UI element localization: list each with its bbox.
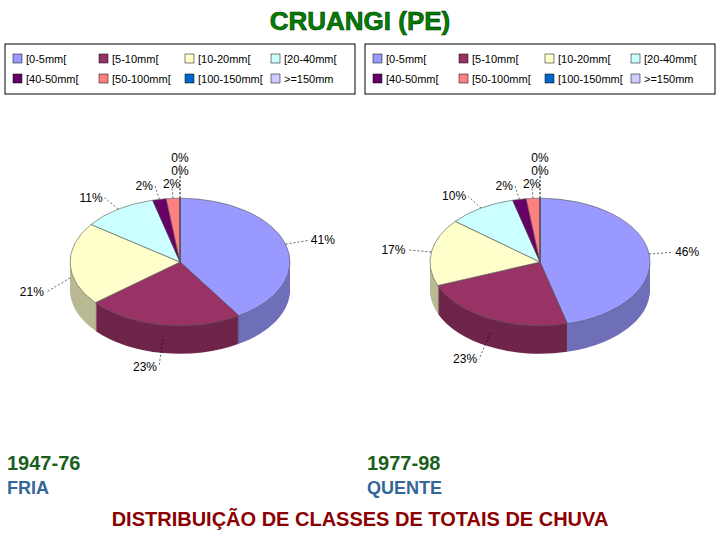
slice [166,198,180,262]
legend-label: >=150mm [644,73,694,85]
legend-swatch [459,74,468,83]
label-leader [649,252,673,254]
data-label: 41% [311,233,335,247]
legend-swatch [373,54,382,63]
legend: [0-5mm[ [5-10mm[ [10-20mm[ [20-40mm[ [40-50m… [365,44,715,94]
data-label: 0% [531,151,549,165]
legend-swatch [185,54,194,63]
legend-label: [5-10mm[ [112,53,158,65]
legend-swatch [631,74,640,83]
legend-label: [20-40mm[ [284,53,337,65]
slice [526,198,540,262]
data-label: 10% [442,189,466,203]
label-leader [479,333,490,360]
caption: DISTRIBUIÇÃO DE CLASSES DE TOTAIS DE CHU… [112,508,609,530]
data-label: 23% [453,352,477,366]
legend-label: [20-40mm[ [644,53,697,65]
data-label: 2% [136,179,154,193]
slice [540,198,541,262]
label-leader [155,186,160,200]
data-label: 46% [675,245,699,259]
label-leader [105,198,119,210]
data-label: 0% [171,151,189,165]
legend-swatch [271,74,280,83]
period-title: 1977-98 [367,452,440,474]
pie-marks [430,198,650,354]
chart-root: CRUANGI (PE) DISTRIBUIÇÃO DE CLASSES DE T… [0,0,720,540]
legend-box [5,44,355,94]
label-leader [468,196,481,208]
legend-label: [10-20mm[ [558,53,611,65]
legend-label: [100-150mm[ [558,73,623,85]
legend-swatch [545,74,554,83]
legend-swatch [459,54,468,63]
slice [540,198,541,262]
legend-label: [5-10mm[ [472,53,518,65]
legend-label: [50-100mm[ [472,73,531,85]
pie-top [70,198,290,326]
legend-label: [50-100mm[ [112,73,171,85]
slice [180,198,181,262]
legend: [0-5mm[ [5-10mm[ [10-20mm[ [20-40mm[ [40-50m… [5,44,355,94]
legend-label: [0-5mm[ [386,53,426,65]
label-leader [515,186,520,200]
slice [513,199,540,262]
legend-swatch [99,54,108,63]
label-leader [407,250,431,252]
data-label: 23% [133,360,157,374]
data-label: 0% [531,164,549,178]
legend-box [365,44,715,94]
legend-swatch [545,54,554,63]
label-leader [159,339,163,367]
legend-swatch [185,74,194,83]
chart-title: CRUANGI (PE) [270,6,451,36]
legend-swatch [373,74,382,83]
legend-label: >=150mm [284,73,334,85]
legend-swatch [13,74,22,83]
legend-swatch [99,74,108,83]
data-label: 17% [381,243,405,257]
data-label: 2% [496,179,514,193]
period-subtitle: FRIA [7,478,49,498]
legend-swatch [631,54,640,63]
legend-swatch [13,54,22,63]
legend-label: [0-5mm[ [26,53,66,65]
legend-label: [40-50mm[ [26,73,79,85]
data-label: 2% [523,177,541,191]
data-label: 2% [163,177,181,191]
legend-label: [10-20mm[ [198,53,251,65]
pie-top [430,198,650,326]
period-subtitle: QUENTE [367,478,442,498]
slice [180,198,181,262]
pie-marks [70,198,290,354]
legend-label: [100-150mm[ [198,73,263,85]
data-label: 11% [79,191,102,205]
data-label: 21% [20,285,44,299]
label-leader [46,278,70,292]
legend-swatch [271,54,280,63]
label-leader [286,240,309,244]
legend-label: [40-50mm[ [386,73,439,85]
data-labels: 46%23%17%10%2%2%0%0% [381,151,699,366]
period-title: 1947-76 [7,452,80,474]
data-label: 0% [171,164,189,178]
slice [153,199,180,262]
data-labels: 41%23%21%11%2%2%0%0% [20,151,335,374]
